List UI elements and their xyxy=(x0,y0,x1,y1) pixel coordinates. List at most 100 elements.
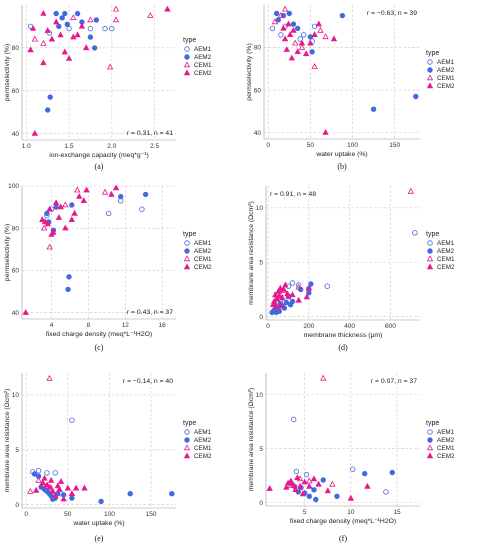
x-tick-label: 1.5 xyxy=(65,143,74,150)
data-point-cem2 xyxy=(280,285,287,292)
data-point-aem1 xyxy=(412,230,418,236)
data-point-cem2 xyxy=(299,490,307,497)
data-point-cem2 xyxy=(294,474,301,481)
legend-marker-aem1 xyxy=(427,240,433,246)
panel-label: (b) xyxy=(337,162,347,171)
panel-label: (d) xyxy=(338,343,348,352)
data-point-aem2 xyxy=(273,10,280,17)
data-point-aem2 xyxy=(313,496,319,503)
data-point-cem2 xyxy=(72,484,80,491)
chart-panel-5: 0 50 100 150 0 5 10 water uptake (%) membrane ar… xyxy=(4,373,212,543)
data-point-cem2 xyxy=(52,492,59,499)
x-tick-label: 5 xyxy=(303,509,307,516)
data-point-aem2 xyxy=(362,470,368,477)
legend-marker-cem1 xyxy=(426,444,434,451)
chart-panel-1: 1.0 1.5 2.0 2.5 40 60 80 ion-exchange capacity … xyxy=(4,5,212,171)
data-point-cem2 xyxy=(65,54,73,61)
data-point-cem1 xyxy=(74,186,81,193)
data-point-cem2 xyxy=(277,284,284,291)
data-point-aem2 xyxy=(413,93,419,100)
correlation-annotation: r = −0.63, n = 39 xyxy=(367,10,417,17)
x-tick-label: 600 xyxy=(385,323,396,330)
data-point-cem2 xyxy=(306,482,313,489)
data-point-aem2 xyxy=(31,471,38,477)
data-point-cem2 xyxy=(83,186,90,193)
data-point-cem1 xyxy=(317,26,324,33)
data-point-aem2 xyxy=(308,281,314,287)
data-point-aem1 xyxy=(109,25,115,32)
data-point-cem1 xyxy=(407,187,414,194)
x-tick-label: 15 xyxy=(393,509,401,516)
y-tick-label: 10 xyxy=(12,392,20,399)
data-point-cem2 xyxy=(112,184,120,191)
data-point-cem2 xyxy=(22,309,29,315)
legend-marker-aem2 xyxy=(184,248,190,254)
data-point-cem2 xyxy=(288,54,295,61)
legend-title: type xyxy=(183,231,196,238)
data-point-cem2 xyxy=(290,481,297,488)
data-point-aem2 xyxy=(65,286,71,293)
legend-label: AEM1 xyxy=(194,240,212,247)
legend-marker-aem1 xyxy=(184,240,190,246)
legend-title: type xyxy=(426,50,439,57)
correlation-annotation: r = −0.14, n = 40 xyxy=(123,378,173,385)
data-point-cem2 xyxy=(292,486,299,493)
data-point-cem2 xyxy=(64,484,71,491)
data-point-cem2 xyxy=(56,485,63,492)
y-axis-label: permselectivity (%) xyxy=(246,43,253,100)
legend-label: AEM2 xyxy=(194,437,212,444)
data-point-aem2 xyxy=(59,15,65,21)
data-point-aem2 xyxy=(64,21,70,27)
y-tick-label: 0 xyxy=(15,502,19,509)
legend-label: CEM1 xyxy=(437,445,455,452)
data-point-aem1 xyxy=(44,470,50,476)
data-point-cem2 xyxy=(40,59,47,66)
data-point-cem2 xyxy=(29,24,37,31)
data-point-cem2 xyxy=(80,197,87,204)
data-point-cem2 xyxy=(275,288,282,294)
legend-label: AEM2 xyxy=(194,248,212,255)
data-point-aem2 xyxy=(389,469,395,476)
legend-label: AEM1 xyxy=(437,240,455,247)
data-point-cem2 xyxy=(32,486,40,493)
legend-marker-cem2 xyxy=(426,452,434,459)
data-point-cem2 xyxy=(286,31,294,37)
data-point-cem1 xyxy=(292,39,299,46)
data-point-aem1 xyxy=(105,210,112,217)
legend-title: type xyxy=(183,420,196,427)
data-point-aem2 xyxy=(339,12,346,19)
data-point-cem2 xyxy=(74,31,81,38)
x-tick-label: 150 xyxy=(389,142,400,149)
data-point-cem2 xyxy=(295,296,302,303)
data-point-cem2 xyxy=(280,24,287,31)
data-point-cem2 xyxy=(57,31,64,38)
legend-marker-cem1 xyxy=(183,61,191,68)
data-point-aem2 xyxy=(69,495,75,501)
data-point-cem2 xyxy=(364,482,371,489)
data-point-cem2 xyxy=(60,495,67,502)
data-point-cem2 xyxy=(284,290,291,297)
data-point-aem1 xyxy=(291,416,297,423)
data-point-aem1 xyxy=(139,206,145,212)
data-point-aem2 xyxy=(142,191,149,198)
legend-marker-cem2 xyxy=(183,69,191,76)
x-tick-label: 2.0 xyxy=(107,143,116,150)
y-tick-label: 60 xyxy=(12,88,20,95)
data-point-aem2 xyxy=(53,204,59,210)
legend-label: CEM1 xyxy=(194,62,212,69)
data-point-cem1 xyxy=(101,188,109,195)
legend-label: AEM2 xyxy=(194,54,212,61)
x-tick-label: 150 xyxy=(146,511,157,518)
data-point-cem2 xyxy=(39,216,46,223)
legend-label: CEM2 xyxy=(194,453,212,460)
chart-panel-2: 0 50 100 150 40 60 80 water uptake (%) permselec… xyxy=(246,5,455,171)
data-point-cem2 xyxy=(324,487,331,494)
data-point-aem1 xyxy=(297,36,303,42)
data-point-cem1 xyxy=(320,374,327,381)
data-point-aem1 xyxy=(278,32,284,38)
data-point-aem2 xyxy=(69,202,75,208)
data-point-aem1 xyxy=(102,25,108,32)
